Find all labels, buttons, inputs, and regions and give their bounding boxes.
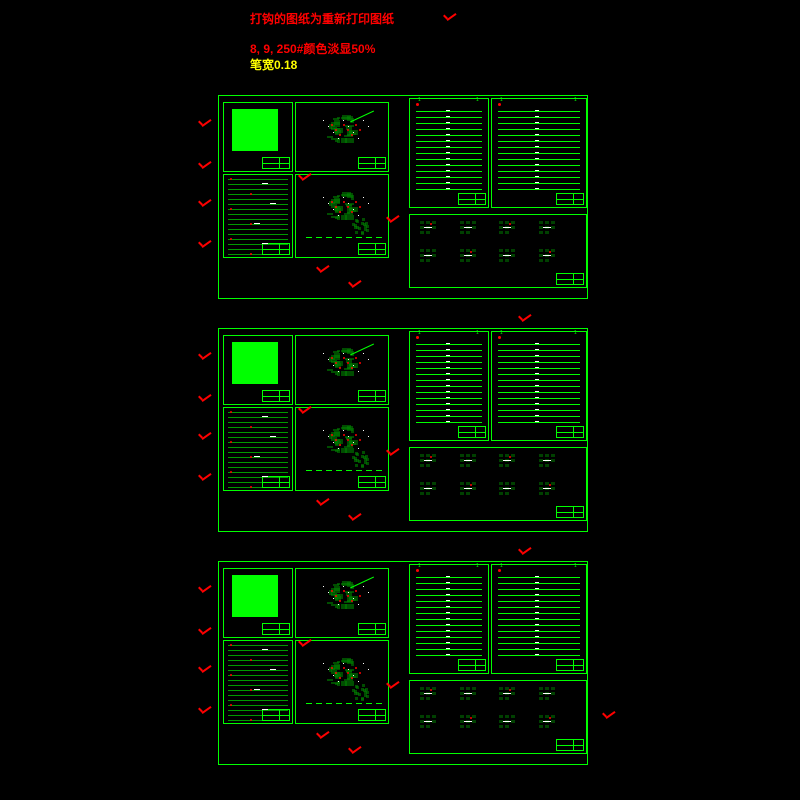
checkmark-icon bbox=[198, 199, 212, 209]
checkmark-icon bbox=[386, 681, 400, 691]
title-block bbox=[358, 157, 386, 169]
axis-label: 1 bbox=[476, 563, 479, 569]
checkmark-icon bbox=[298, 639, 312, 649]
checkmark-icon bbox=[198, 432, 212, 442]
drawing-sheet bbox=[295, 174, 389, 258]
panel-set: 1111 bbox=[218, 561, 588, 765]
drawing-sheet bbox=[295, 102, 389, 172]
title-block bbox=[556, 426, 584, 438]
title-block bbox=[358, 243, 386, 255]
drawing-sheet: 11 bbox=[491, 98, 587, 208]
header-note-2: 笔宽0.18 bbox=[250, 56, 297, 73]
title-block bbox=[358, 709, 386, 721]
cover-fill bbox=[232, 575, 278, 617]
axis-label: 1 bbox=[574, 330, 577, 336]
drawing-sheet: 11 bbox=[409, 564, 489, 674]
drawing-sheet bbox=[409, 680, 587, 754]
checkmark-icon bbox=[602, 711, 616, 721]
drawing-sheet: 11 bbox=[409, 98, 489, 208]
title-block bbox=[358, 476, 386, 488]
panel-set: 1111 bbox=[218, 328, 588, 532]
checkmark-icon bbox=[198, 161, 212, 171]
drawing-sheet bbox=[295, 640, 389, 724]
axis-label: 1 bbox=[418, 97, 421, 103]
drawing-sheet: 11 bbox=[491, 331, 587, 441]
checkmark-icon bbox=[316, 265, 330, 275]
title-block bbox=[556, 273, 584, 285]
checkmark-icon bbox=[443, 13, 457, 23]
drawing-sheet: 11 bbox=[491, 564, 587, 674]
checkmark-icon bbox=[386, 448, 400, 458]
drawing-sheet bbox=[223, 407, 293, 491]
title-block bbox=[262, 623, 290, 635]
drawing-sheet bbox=[223, 640, 293, 724]
title-block bbox=[556, 659, 584, 671]
axis-label: 1 bbox=[500, 330, 503, 336]
drawing-sheet bbox=[223, 174, 293, 258]
axis-label: 1 bbox=[500, 563, 503, 569]
axis-label: 1 bbox=[574, 563, 577, 569]
checkmark-icon bbox=[348, 280, 362, 290]
checkmark-icon bbox=[386, 215, 400, 225]
title-block bbox=[556, 193, 584, 205]
checkmark-icon bbox=[298, 173, 312, 183]
checkmark-icon bbox=[316, 731, 330, 741]
drawing-sheet bbox=[223, 568, 293, 638]
checkmark-icon bbox=[198, 119, 212, 129]
axis-label: 1 bbox=[574, 97, 577, 103]
axis-label: 1 bbox=[476, 97, 479, 103]
checkmark-icon bbox=[198, 394, 212, 404]
checkmark-icon bbox=[198, 352, 212, 362]
axis-label: 1 bbox=[418, 330, 421, 336]
checkmark-icon bbox=[198, 585, 212, 595]
axis-label: 1 bbox=[476, 330, 479, 336]
drawing-sheet bbox=[223, 102, 293, 172]
title-block bbox=[358, 623, 386, 635]
drawing-sheet bbox=[409, 447, 587, 521]
checkmark-icon bbox=[518, 314, 532, 324]
title-block bbox=[458, 659, 486, 671]
title-block bbox=[458, 193, 486, 205]
cover-fill bbox=[232, 342, 278, 384]
panel-set: 1111 bbox=[218, 95, 588, 299]
checkmark-icon bbox=[198, 706, 212, 716]
drawing-sheet bbox=[295, 407, 389, 491]
drawing-sheet bbox=[295, 568, 389, 638]
checkmark-icon bbox=[198, 665, 212, 675]
title-block bbox=[458, 426, 486, 438]
checkmark-icon bbox=[198, 473, 212, 483]
checkmark-icon bbox=[198, 240, 212, 250]
drawing-sheet bbox=[409, 214, 587, 288]
title-block bbox=[556, 506, 584, 518]
title-block bbox=[262, 390, 290, 402]
axis-label: 1 bbox=[418, 563, 421, 569]
checkmark-icon bbox=[348, 746, 362, 756]
drawing-sheet: 11 bbox=[409, 331, 489, 441]
drawing-sheet bbox=[223, 335, 293, 405]
title-block bbox=[358, 390, 386, 402]
checkmark-icon bbox=[348, 513, 362, 523]
cover-fill bbox=[232, 109, 278, 151]
header-title: 打钩的图纸为重新打印图纸 bbox=[250, 10, 394, 27]
title-block bbox=[262, 157, 290, 169]
header-note-1: 8, 9, 250#颜色淡显50% bbox=[250, 40, 375, 57]
checkmark-icon bbox=[298, 406, 312, 416]
title-block bbox=[556, 739, 584, 751]
drawing-sheet bbox=[295, 335, 389, 405]
checkmark-icon bbox=[518, 547, 532, 557]
checkmark-icon bbox=[316, 498, 330, 508]
axis-label: 1 bbox=[500, 97, 503, 103]
checkmark-icon bbox=[198, 627, 212, 637]
